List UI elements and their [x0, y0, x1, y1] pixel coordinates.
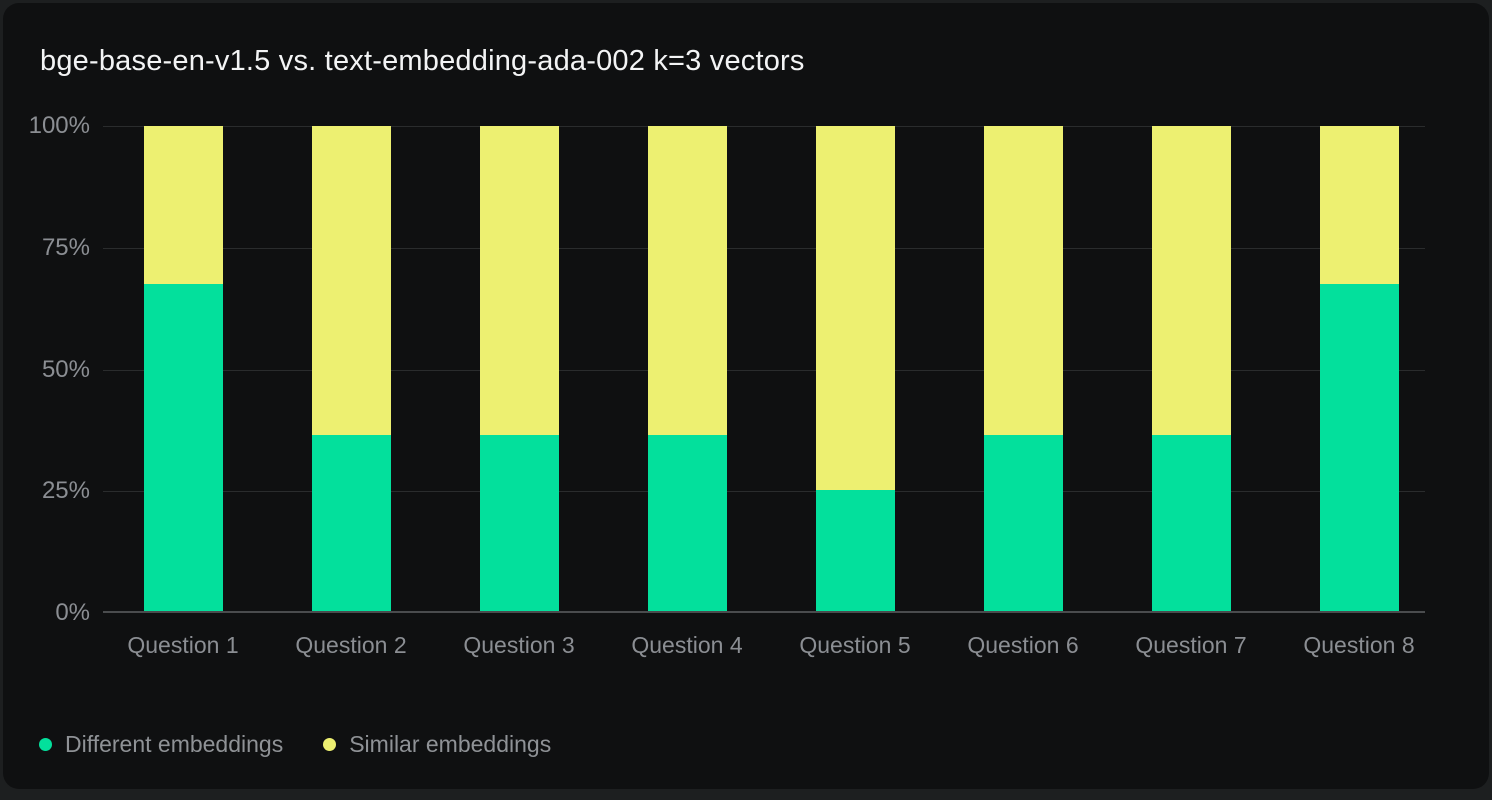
stacked-bar[interactable] — [815, 126, 895, 611]
legend: Different embeddings Similar embeddings — [39, 731, 551, 758]
bar-segment-similar[interactable] — [311, 126, 391, 435]
stacked-bar[interactable] — [983, 126, 1063, 611]
bar-segment-similar[interactable] — [983, 126, 1063, 435]
x-axis-tick-label: Question 4 — [631, 632, 743, 658]
stacked-bar[interactable] — [143, 126, 223, 611]
gridline — [103, 247, 1425, 249]
stacked-bar[interactable] — [311, 126, 391, 611]
y-axis-tick-label: 75% — [41, 233, 90, 261]
gridline — [103, 126, 1425, 127]
x-axis-tick-label: Question 7 — [1135, 632, 1247, 658]
bar-segment-different[interactable] — [143, 283, 223, 611]
stacked-bar[interactable] — [1151, 126, 1231, 611]
gridline — [103, 491, 1425, 493]
chart-title: bge-base-en-v1.5 vs. text-embedding-ada-… — [40, 45, 805, 77]
x-axis-tick-label: Question 2 — [295, 632, 407, 658]
legend-item[interactable]: Similar embeddings — [323, 731, 551, 758]
bar-segment-different[interactable] — [815, 489, 895, 611]
bar-segment-different[interactable] — [311, 434, 391, 611]
gridline — [103, 369, 1425, 371]
bar-segment-different[interactable] — [479, 434, 559, 611]
legend-dot-icon — [39, 738, 52, 751]
bar-segment-similar[interactable] — [647, 126, 727, 435]
stacked-bar[interactable] — [1319, 126, 1399, 611]
x-axis-tick-label: Question 8 — [1303, 632, 1415, 658]
x-axis-tick-label: Question 5 — [799, 632, 911, 658]
bar-segment-different[interactable] — [647, 434, 727, 611]
y-axis-tick-label: 50% — [41, 355, 90, 383]
stacked-bar[interactable] — [479, 126, 559, 611]
x-axis-line — [103, 611, 1425, 613]
plot-area: 0% 25% 50% 75% 100% Question 1 Question 2 Quest… — [3, 112, 1489, 658]
bar-segment-different[interactable] — [1319, 283, 1399, 611]
stacked-bar[interactable] — [647, 126, 727, 611]
bar-segment-similar[interactable] — [1319, 126, 1399, 284]
bar-segment-different[interactable] — [1151, 434, 1231, 611]
y-axis-tick-label: 0% — [55, 599, 90, 626]
bar-segment-similar[interactable] — [1151, 126, 1231, 435]
legend-dot-icon — [323, 738, 337, 751]
legend-label: Different embeddings — [65, 731, 284, 757]
y-axis-tick-label: 25% — [41, 477, 90, 505]
chart-card: bge-base-en-v1.5 vs. text-embedding-ada-… — [3, 3, 1489, 789]
bar-segment-different[interactable] — [983, 434, 1063, 611]
x-axis-tick-label: Question 1 — [127, 632, 239, 658]
legend-label: Similar embeddings — [349, 731, 552, 757]
y-axis-tick-label: 100% — [28, 112, 90, 139]
legend-item[interactable]: Different embeddings — [39, 731, 283, 758]
bar-segment-similar[interactable] — [143, 126, 223, 284]
x-axis-tick-label: Question 6 — [967, 632, 1079, 658]
bar-segment-similar[interactable] — [815, 126, 895, 490]
bar-segment-similar[interactable] — [479, 126, 559, 435]
x-axis-tick-label: Question 3 — [463, 632, 575, 658]
